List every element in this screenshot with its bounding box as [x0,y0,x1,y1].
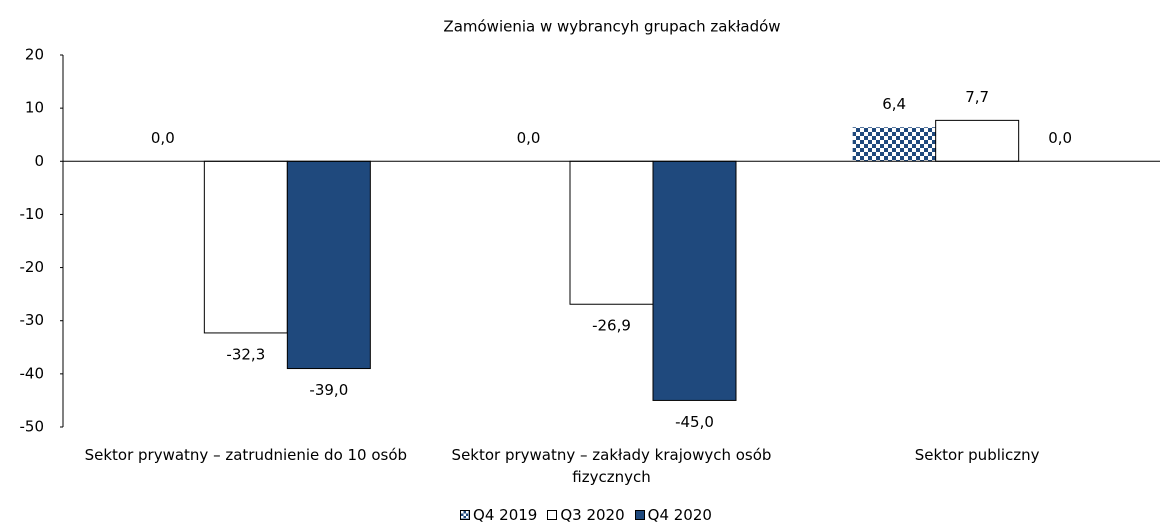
bar [286,160,371,370]
y-tick-label: -30 [20,311,45,329]
chart-title: Zamówienia w wybrancyh grupach zakładów [443,18,780,36]
x-tick-label: Sektor publiczny [914,446,1040,464]
bar [852,127,936,162]
y-tick-label: -20 [20,258,45,276]
legend: Q4 2019 Q3 2020 Q4 2020 [0,506,1172,524]
value-label: -45,0 [675,413,714,431]
y-tick-label: -10 [20,205,45,223]
legend-label: Q4 2019 [473,506,538,524]
x-tick-label: Sektor prywatny – zatrudnienie do 10 osó… [84,446,408,464]
value-label: 0,0 [1048,129,1072,147]
value-label: 6,4 [882,95,906,113]
value-label: 0,0 [151,129,175,147]
legend-item: Q4 2020 [634,506,712,524]
legend-swatch [634,510,645,520]
value-label: 7,7 [965,88,989,106]
bar [652,160,737,401]
y-tick-label: 0 [34,152,44,170]
legend-item: Q4 2019 [460,506,537,524]
legend-swatch [547,510,558,520]
value-label: 0,0 [517,129,541,147]
bar [569,160,654,305]
y-tick-label: 20 [25,46,44,64]
bar [203,160,288,334]
legend-swatch [460,510,471,520]
value-label: -32,3 [226,345,265,363]
value-label: -39,0 [309,381,348,399]
y-tick-label: -40 [20,364,45,382]
legend-label: Q3 2020 [560,506,625,524]
y-tick-label: 10 [25,99,44,117]
legend-item: Q3 2020 [547,506,625,524]
bar [935,119,1020,162]
y-tick-label: -50 [20,418,45,436]
legend-label: Q4 2020 [647,506,712,524]
x-tick-label: Sektor prywatny – zakłady krajowych osób… [451,446,772,486]
value-label: -26,9 [592,317,631,335]
